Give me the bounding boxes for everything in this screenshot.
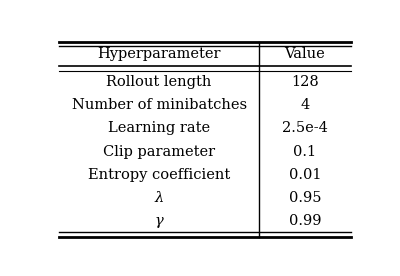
Text: 0.1: 0.1	[293, 145, 316, 159]
Text: 0.01: 0.01	[288, 168, 321, 182]
Text: 0.99: 0.99	[288, 214, 321, 228]
Text: 0.95: 0.95	[288, 191, 321, 205]
Text: 4: 4	[300, 98, 310, 112]
Text: γ: γ	[155, 214, 164, 228]
Text: Rollout length: Rollout length	[106, 75, 212, 89]
Text: 128: 128	[291, 75, 319, 89]
Text: Value: Value	[284, 47, 325, 61]
Text: Entropy coefficient: Entropy coefficient	[88, 168, 230, 182]
Text: λ: λ	[154, 191, 164, 205]
Text: 2.5e-4: 2.5e-4	[282, 121, 328, 136]
Text: Learning rate: Learning rate	[108, 121, 210, 136]
Text: Clip parameter: Clip parameter	[103, 145, 215, 159]
Text: Hyperparameter: Hyperparameter	[97, 47, 221, 61]
Text: Number of minibatches: Number of minibatches	[72, 98, 247, 112]
